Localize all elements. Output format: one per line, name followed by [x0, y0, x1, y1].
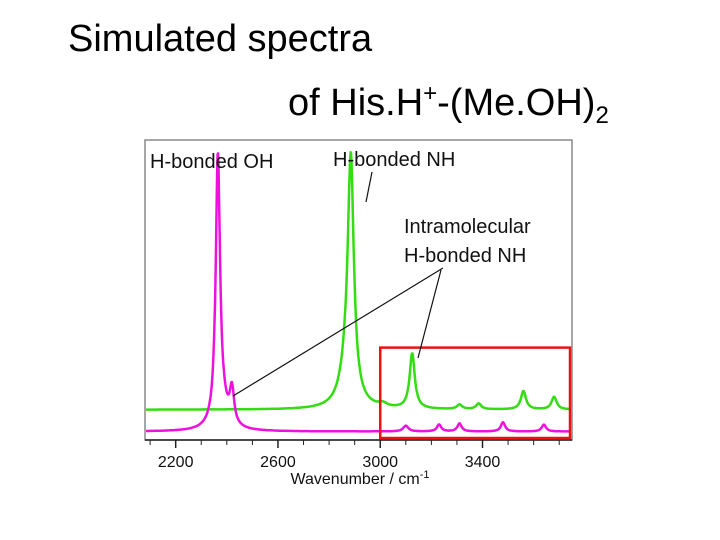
title-superscript: +: [423, 80, 438, 107]
plot-frame: [144, 139, 573, 441]
x-tick-label: 2600: [260, 454, 296, 471]
title-line-2: of His.H+-(Me.OH)2: [288, 82, 609, 128]
x-tick-label: 3400: [465, 454, 501, 471]
annotation-h-bonded-nh: H-bonded NH: [333, 149, 455, 171]
highlight-box: [378, 346, 572, 440]
annotation-intramolecular-nh: H-bonded NH: [404, 245, 526, 267]
spectrum-line-1: [145, 152, 572, 433]
annotation-leader-line: [417, 269, 442, 359]
annotation-leader-line: [365, 171, 373, 203]
title-line-2-prefix: of His.H: [288, 82, 424, 124]
series-group: [145, 151, 572, 433]
x-axis: 2200 2600 3000 3400: [145, 439, 572, 471]
title-line-1: Simulated spectra: [68, 18, 373, 60]
annotation-lines: [232, 171, 444, 397]
x-tick-label: 3000: [362, 454, 398, 471]
annotation-leader-line: [232, 267, 444, 397]
title-subscript: 2: [595, 102, 609, 129]
x-axis-label: Wavenumber / cm-1: [291, 469, 430, 488]
x-axis-label-text: Wavenumber / cm: [291, 471, 420, 488]
x-tick-label: 2200: [158, 454, 194, 471]
x-axis-label-superscript: -1: [420, 469, 430, 481]
annotation-intramolecular: Intramolecular: [404, 216, 531, 238]
annotation-h-bonded-oh: H-bonded OH: [150, 151, 273, 173]
title-line-2-mid: -(Me.OH): [437, 82, 596, 124]
spectrum-line-0: [145, 151, 572, 411]
